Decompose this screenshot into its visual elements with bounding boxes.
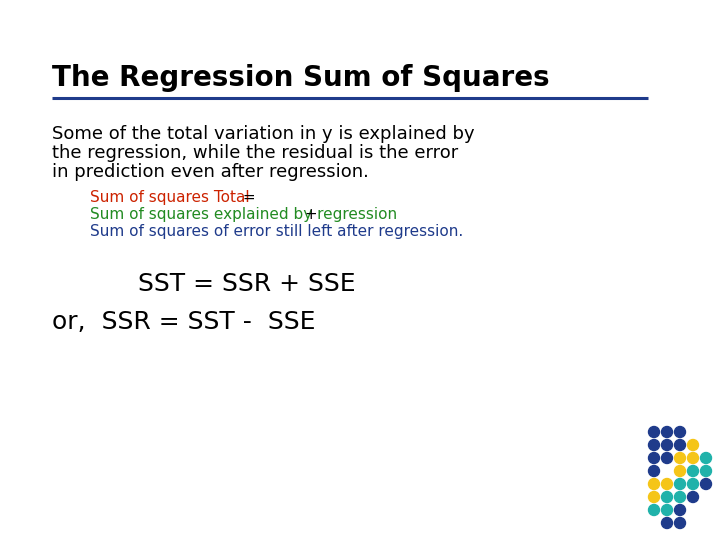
Circle shape [675,465,685,476]
Circle shape [675,517,685,529]
Text: Sum of squares Total: Sum of squares Total [90,190,250,205]
Circle shape [675,504,685,516]
Circle shape [688,491,698,503]
Circle shape [662,517,672,529]
Text: Sum of squares explained by regression: Sum of squares explained by regression [90,207,397,222]
Text: in prediction even after regression.: in prediction even after regression. [52,163,369,181]
Circle shape [662,453,672,463]
Text: Sum of squares of error still left after regression.: Sum of squares of error still left after… [90,224,463,239]
Circle shape [649,427,660,437]
Text: or,  SSR = SST -  SSE: or, SSR = SST - SSE [52,310,315,334]
Circle shape [649,478,660,489]
Circle shape [662,427,672,437]
Circle shape [688,465,698,476]
Circle shape [688,440,698,450]
Circle shape [675,491,685,503]
Circle shape [688,453,698,463]
Text: +: + [300,207,318,222]
Circle shape [701,478,711,489]
Circle shape [649,440,660,450]
Circle shape [675,478,685,489]
Circle shape [675,427,685,437]
Text: SST = SSR + SSE: SST = SSR + SSE [90,272,356,296]
Text: The Regression Sum of Squares: The Regression Sum of Squares [52,64,549,92]
Text: the regression, while the residual is the error: the regression, while the residual is th… [52,144,458,162]
Circle shape [701,465,711,476]
Circle shape [649,465,660,476]
Circle shape [662,504,672,516]
Circle shape [688,478,698,489]
Circle shape [649,504,660,516]
Text: Some of the total variation in y is explained by: Some of the total variation in y is expl… [52,125,474,143]
Circle shape [701,453,711,463]
Circle shape [649,453,660,463]
Text: =: = [238,190,256,205]
Circle shape [662,491,672,503]
Circle shape [675,440,685,450]
Circle shape [675,453,685,463]
Circle shape [662,440,672,450]
Circle shape [649,491,660,503]
Circle shape [662,478,672,489]
